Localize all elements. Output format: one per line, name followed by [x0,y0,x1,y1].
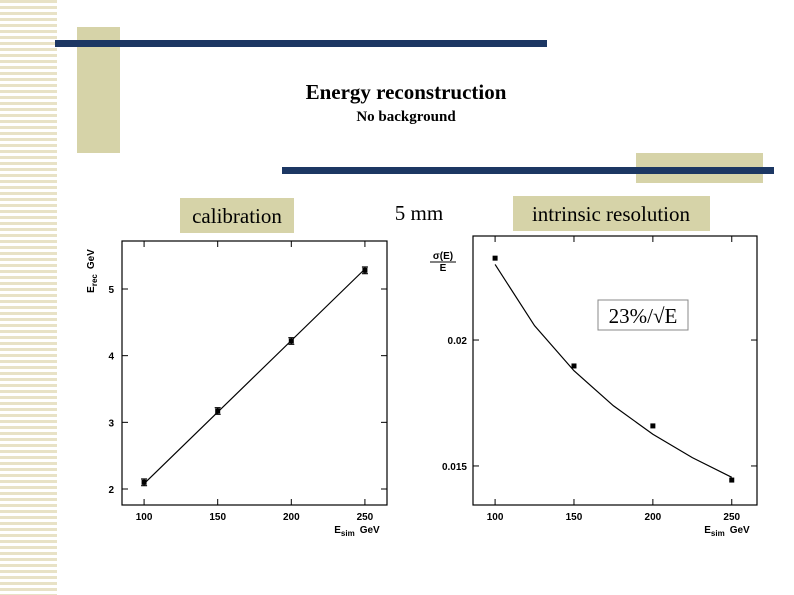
data-point [729,477,735,483]
label: 5 mm [395,201,443,225]
label-unit: GeV [360,525,380,536]
label-sub: rec [90,274,99,287]
x-axis-label: Esim GeV [704,525,750,538]
label-unit: GeV [86,249,97,269]
y-tick-label: 4 [108,352,114,363]
x-tick-label: 100 [136,512,153,523]
label-sub: sim [341,529,355,538]
y-tick-label: 3 [108,418,114,429]
x-tick-label: 250 [357,512,374,523]
data-point [571,363,577,369]
mid-bar [282,167,774,174]
data-point [362,267,368,273]
y-tick-label: 0.015 [442,462,467,473]
slide-subtitle: No background [356,109,456,125]
x-tick-label: 200 [645,512,662,523]
label-sub: sim [711,529,725,538]
plot-frame [472,235,758,506]
charts: 100 150 200 250 2 3 4 5 Esim GeV Erec GeV 100 150 200 2… [86,235,758,538]
x-axis-label: Esim GeV [334,525,380,538]
label-main: E [86,286,97,293]
fit-label-box [597,299,689,331]
fit-line [143,268,366,485]
y-tick-label: 2 [108,485,114,496]
data-point [288,338,294,344]
label: calibration [192,204,282,228]
y-tick-label: 5 [108,285,114,296]
label-box [180,198,294,233]
y-tick-label: 0.02 [448,336,468,347]
label-box [513,196,710,231]
fit-line [494,264,733,478]
chart: 100 150 200 250 2 3 4 5 Esim GeV Erec GeV [86,240,388,538]
x-tick-label: 200 [283,512,300,523]
data-point [141,479,147,485]
x-tick-label: 100 [487,512,504,523]
plot-frame [121,240,388,506]
x-tick-label: 250 [723,512,740,523]
data-point [215,408,221,414]
top-bar [55,40,547,47]
data-point [650,423,656,429]
label-main: E [704,525,711,536]
slide-title: Energy reconstruction [306,80,507,104]
beige-block [77,27,120,153]
x-tick-label: 150 [209,512,226,523]
data-point [492,255,498,261]
label: intrinsic resolution [532,202,691,226]
x-tick-label: 150 [566,512,583,523]
y-label-denominator: E [440,263,447,274]
y-axis-label: Erec GeV [86,249,99,293]
fit-label: 23%/√E [609,304,678,328]
label-unit: GeV [730,525,750,536]
y-label-numerator: σ(E) [433,251,453,262]
label-main: E [334,525,341,536]
stripe-decoration [0,0,57,595]
